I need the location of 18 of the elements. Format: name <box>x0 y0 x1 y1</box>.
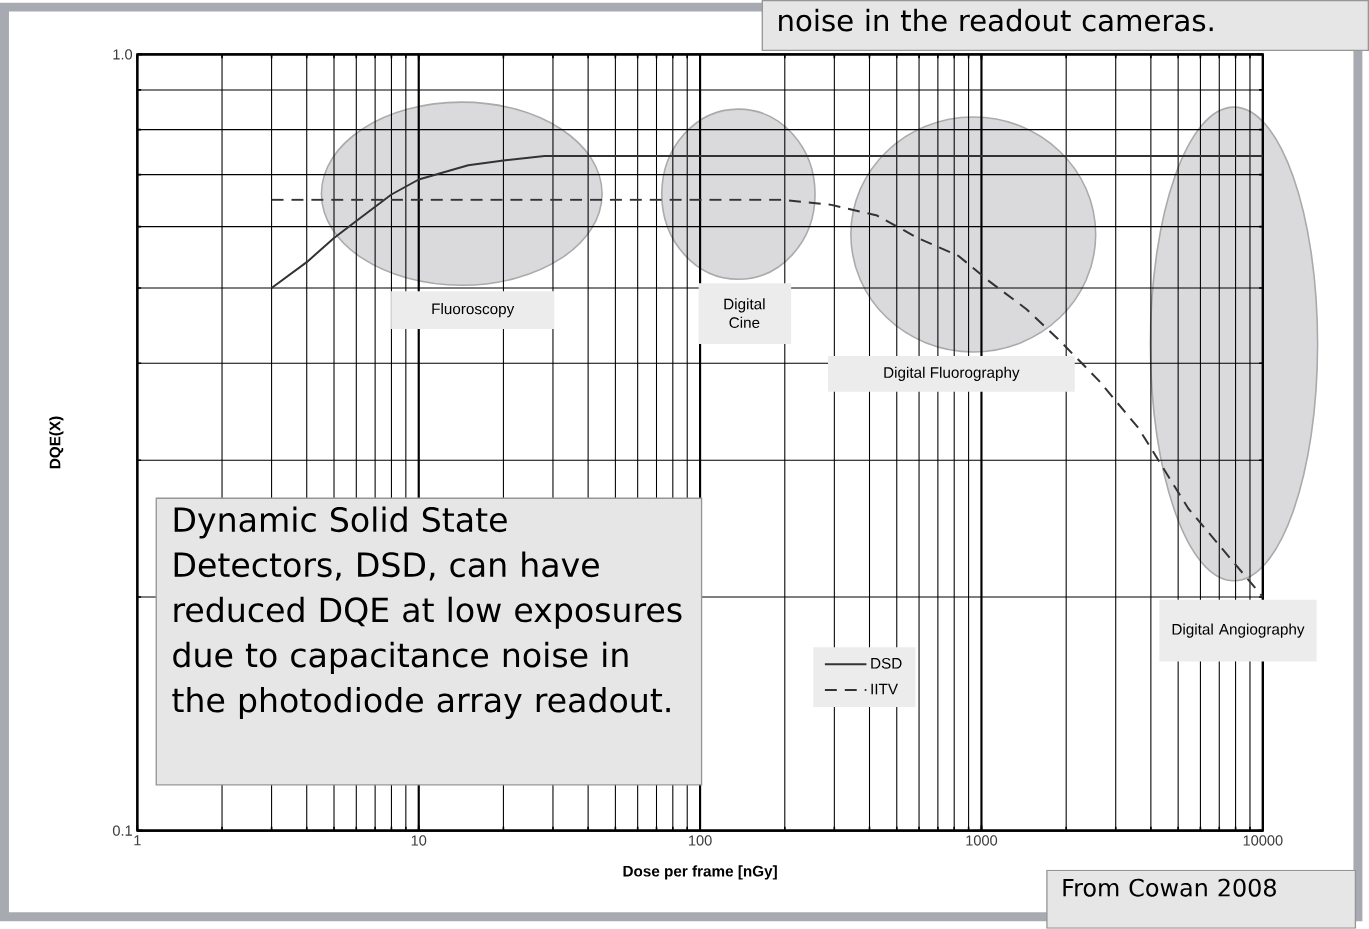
x-tick-label: 10000 <box>1243 835 1283 846</box>
text: noise in the readout cameras. <box>779 8 1213 32</box>
annotation: Dynamic Solid State Detectors, DSD, can have reduced DQE at low exposures due to capacitance noise in the photodiode array readout. <box>172 506 682 720</box>
x-axis-title: Dose per frame [nGy] <box>623 865 777 880</box>
x-tick-label: 10 <box>411 835 427 846</box>
legend-label: IITV <box>871 683 898 695</box>
y-axis-title: DQE(X) <box>49 416 64 469</box>
x-tick-label: 1 <box>134 835 141 846</box>
annotation: Digital Fluorography <box>884 366 1020 382</box>
text: From Cowan 2008 <box>1063 878 1276 897</box>
annotation: Digital Angiography <box>1172 623 1305 638</box>
annotation: Digital Cine <box>724 298 765 329</box>
legend-label: DSD <box>871 658 902 669</box>
x-tick-label: 100 <box>689 835 712 846</box>
x-tick-label: 1000 <box>966 835 998 846</box>
y-tick-label: 0.1 <box>112 825 132 836</box>
y-tick-label: 1.0 <box>113 49 133 60</box>
annotation: Fluoroscopy <box>432 303 515 318</box>
